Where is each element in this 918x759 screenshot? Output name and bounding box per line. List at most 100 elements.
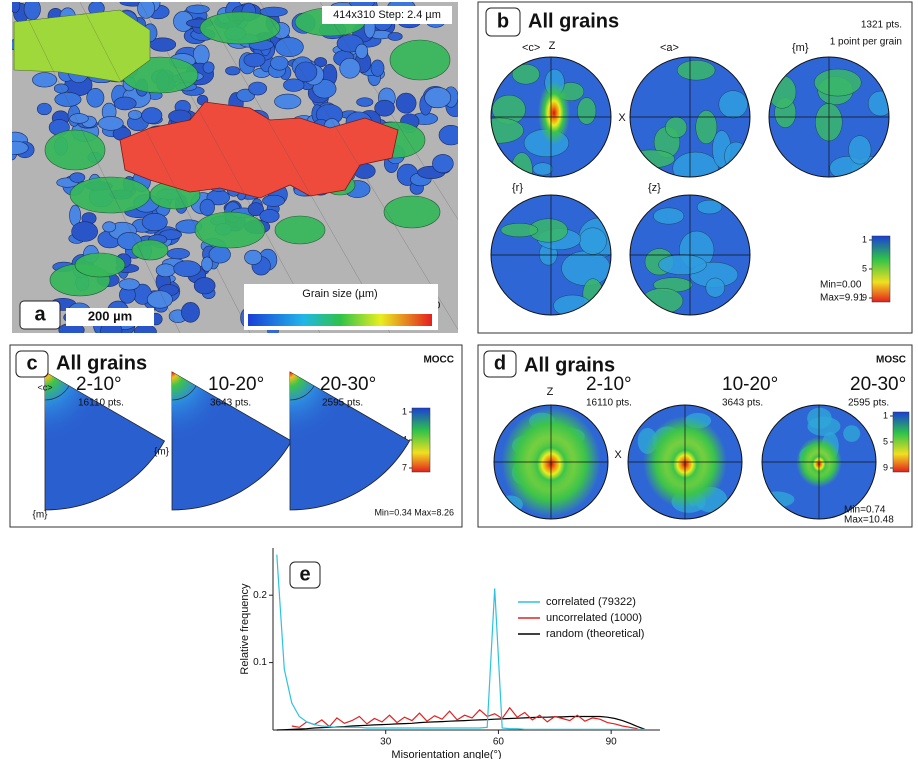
pole-label: {r} (512, 182, 523, 194)
panel-label: b (497, 10, 509, 32)
grain (384, 196, 440, 228)
scale-bar-label: 200 µm (88, 308, 132, 323)
grain (147, 291, 172, 308)
x-axis-label: Misorientation angle(°) (391, 749, 501, 759)
pole-label: {m} (792, 42, 809, 54)
pole-label: <c> (522, 42, 540, 54)
density-patch (579, 228, 606, 255)
grain (388, 32, 402, 40)
colorbar (412, 408, 430, 472)
colorbar (872, 236, 890, 302)
pole-label: <a> (660, 42, 679, 54)
density-patch (848, 136, 871, 165)
grain (98, 116, 123, 130)
group-range: 20-30° (320, 374, 376, 395)
grain (244, 53, 265, 67)
colorbar-title: Grain size (µm) (302, 288, 377, 300)
density-patch (653, 208, 684, 224)
axis-label: Z (549, 40, 556, 52)
series-line (292, 708, 638, 729)
grain (134, 325, 156, 340)
grain (156, 264, 175, 277)
corner-label: {m} (154, 447, 170, 458)
page: {"panels": { "a": {"label": "a", "header… (0, 0, 918, 759)
grain (432, 154, 453, 172)
axis-label: Z (547, 386, 554, 398)
grain (193, 45, 209, 65)
grain (356, 44, 368, 58)
grain (200, 12, 280, 44)
y-tick-label: 0.2 (253, 590, 267, 601)
grain (181, 302, 199, 322)
density-patch (659, 255, 707, 275)
grain (87, 88, 104, 107)
group-points: 16110 pts. (586, 398, 632, 409)
legend-label: uncorrelated (1000) (546, 612, 642, 624)
density-patch (843, 425, 860, 442)
series-line (277, 555, 645, 730)
grain (138, 0, 155, 18)
grain (203, 62, 214, 73)
grain (72, 222, 98, 242)
y-axis-label: Relative frequency (239, 583, 251, 675)
density-patch (706, 278, 725, 297)
map-header: 414x310 Step: 2.4 µm (333, 9, 441, 21)
x-tick-label: 90 (606, 737, 618, 748)
grain (275, 216, 325, 244)
density-patch (577, 98, 596, 125)
density-patch (719, 91, 748, 118)
grain (274, 94, 300, 109)
corner-label: <c> (37, 382, 52, 392)
x-tick-label: 30 (380, 737, 392, 748)
grain (32, 73, 56, 88)
density-patch (807, 408, 832, 429)
grain (132, 240, 168, 260)
min-label: Min=0.00 (820, 280, 862, 291)
group-range: 2-10° (586, 374, 632, 395)
misorientation-chart: 3060900.10.2Misorientation angle(°)Relat… (239, 548, 660, 759)
point-count: 1321 pts. (861, 20, 902, 31)
grain (174, 261, 201, 277)
grain (195, 212, 265, 248)
grain (2, 141, 28, 154)
group-range: 10-20° (208, 374, 264, 395)
grain (70, 173, 85, 183)
grain (396, 93, 416, 113)
grain (70, 114, 89, 124)
hot-spot (538, 81, 570, 145)
note: 1 point per grain (830, 37, 902, 48)
axis-label: X (614, 449, 622, 461)
panel-label: c (26, 352, 37, 374)
colorbar-tick-label: 1 (883, 410, 888, 420)
legend-label: correlated (79322) (546, 596, 636, 608)
density-patch (677, 60, 715, 80)
group-points: 2595 pts. (848, 398, 889, 409)
grain (45, 130, 105, 170)
panel-label: d (494, 352, 506, 374)
grain (439, 125, 463, 145)
grain (70, 177, 150, 213)
grain (119, 279, 139, 290)
grain (10, 0, 20, 13)
grain (263, 195, 285, 206)
group-range: 20-30° (850, 374, 906, 395)
density-patch (533, 163, 553, 175)
grain (244, 250, 261, 264)
density-patch (814, 69, 861, 96)
grain (114, 97, 136, 110)
panel-label: e (299, 563, 310, 585)
colorbar-tick-label: 1 (402, 406, 407, 416)
grain (390, 40, 450, 80)
grain (194, 277, 215, 293)
min-max: Min=0.34 Max=8.26 (374, 507, 454, 517)
grain (371, 60, 384, 76)
panel-title: All grains (528, 10, 619, 32)
colorbar-tick-label: 5 (862, 263, 867, 273)
max-label: Max=10.48 (844, 515, 894, 526)
colorbar-tick-label: 9 (883, 462, 888, 472)
grain (425, 87, 451, 107)
panel-title: All grains (524, 354, 615, 376)
grain (340, 58, 360, 78)
grain (270, 56, 288, 70)
group-points: 3643 pts. (722, 398, 763, 409)
